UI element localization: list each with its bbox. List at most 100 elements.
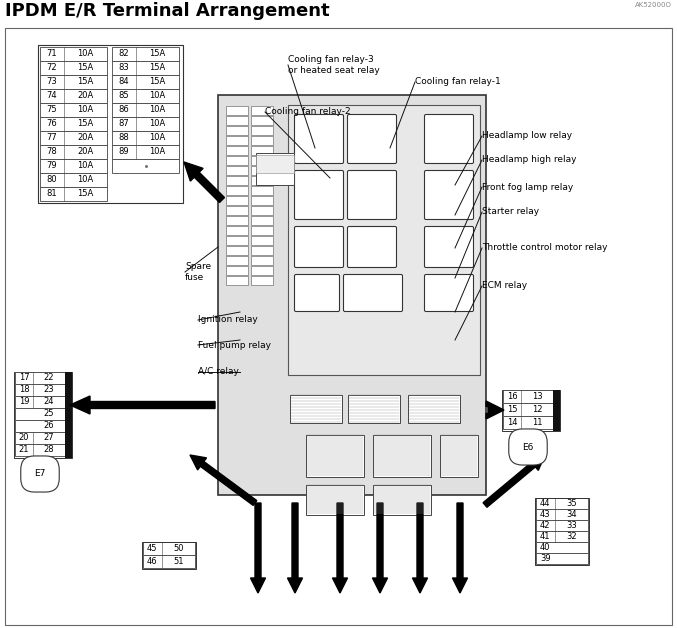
Bar <box>112 47 179 61</box>
Text: 40: 40 <box>540 543 550 552</box>
FancyArrow shape <box>190 455 257 506</box>
Bar <box>40 103 107 117</box>
Bar <box>290 395 342 423</box>
Bar <box>40 75 107 89</box>
Text: 15A: 15A <box>150 77 166 87</box>
Bar <box>15 420 65 432</box>
Bar <box>226 136 248 145</box>
Bar <box>226 256 248 265</box>
Text: 15A: 15A <box>77 77 93 87</box>
Text: 82: 82 <box>118 50 129 58</box>
Bar <box>306 485 364 515</box>
Bar <box>112 103 179 117</box>
FancyArrow shape <box>250 503 265 593</box>
FancyBboxPatch shape <box>424 170 473 220</box>
Text: 78: 78 <box>47 148 58 156</box>
FancyArrow shape <box>288 503 303 593</box>
Text: 14: 14 <box>507 418 517 427</box>
Bar <box>112 117 179 131</box>
Text: 15A: 15A <box>77 190 93 198</box>
Bar <box>143 555 195 568</box>
Bar <box>226 126 248 135</box>
Bar <box>226 196 248 205</box>
Bar <box>536 509 588 520</box>
Text: Spare
fuse: Spare fuse <box>185 263 211 282</box>
Bar <box>14 372 72 458</box>
Text: IPDM E/R Terminal Arrangement: IPDM E/R Terminal Arrangement <box>5 2 330 20</box>
Bar <box>503 416 553 429</box>
Text: 23: 23 <box>44 386 54 394</box>
Bar <box>226 176 248 185</box>
Text: 28: 28 <box>44 445 54 455</box>
Bar <box>348 395 400 423</box>
Bar <box>40 187 107 201</box>
Text: 72: 72 <box>47 63 58 72</box>
Bar <box>143 542 195 555</box>
FancyBboxPatch shape <box>343 274 403 311</box>
Bar <box>142 542 196 569</box>
Bar <box>536 520 588 531</box>
Text: 87: 87 <box>118 119 129 129</box>
Text: 15: 15 <box>507 405 517 414</box>
FancyArrow shape <box>332 503 347 593</box>
Bar <box>15 384 65 396</box>
Bar <box>112 61 179 75</box>
Text: 76: 76 <box>47 119 58 129</box>
Text: 27: 27 <box>44 433 54 443</box>
Bar <box>373 485 431 515</box>
Bar <box>251 136 273 145</box>
Bar <box>251 166 273 175</box>
Bar <box>251 156 273 165</box>
Bar <box>251 206 273 215</box>
Text: 24: 24 <box>44 398 54 406</box>
Bar <box>251 236 273 245</box>
Bar <box>218 95 486 495</box>
Bar <box>15 372 65 384</box>
Bar <box>112 145 179 159</box>
Text: 15A: 15A <box>77 119 93 129</box>
Bar <box>226 266 248 275</box>
Text: 10A: 10A <box>150 148 166 156</box>
Bar <box>553 390 560 431</box>
Text: 42: 42 <box>540 521 550 530</box>
Text: 10A: 10A <box>150 119 166 129</box>
Bar <box>112 89 179 103</box>
Text: 35: 35 <box>566 499 577 508</box>
Bar <box>288 105 480 375</box>
Bar <box>40 145 107 159</box>
Bar <box>536 498 588 509</box>
Bar <box>251 226 273 235</box>
Text: Headlamp low relay: Headlamp low relay <box>482 131 572 141</box>
Text: 15A: 15A <box>77 63 93 72</box>
Text: 10A: 10A <box>150 134 166 143</box>
Text: 25: 25 <box>44 409 54 418</box>
Text: 11: 11 <box>531 418 542 427</box>
Bar <box>226 186 248 195</box>
Bar <box>251 246 273 255</box>
Bar <box>226 146 248 155</box>
Bar <box>226 236 248 245</box>
FancyArrow shape <box>486 401 504 419</box>
Bar <box>226 166 248 175</box>
Bar <box>65 372 72 458</box>
Text: 10A: 10A <box>150 92 166 100</box>
Bar <box>251 216 273 225</box>
Text: E7: E7 <box>35 470 45 479</box>
Bar <box>40 61 107 75</box>
Text: 20A: 20A <box>77 134 93 143</box>
Bar <box>226 216 248 225</box>
FancyArrow shape <box>70 396 215 414</box>
Bar <box>503 403 553 416</box>
Text: 15A: 15A <box>150 50 166 58</box>
Text: 20: 20 <box>19 433 29 443</box>
Text: 16: 16 <box>506 392 517 401</box>
Text: Headlamp high relay: Headlamp high relay <box>482 156 577 165</box>
FancyBboxPatch shape <box>294 227 343 268</box>
Bar <box>251 146 273 155</box>
Text: 18: 18 <box>19 386 29 394</box>
Text: 84: 84 <box>118 77 129 87</box>
Bar <box>251 116 273 125</box>
FancyArrow shape <box>483 455 545 507</box>
FancyBboxPatch shape <box>424 227 473 268</box>
Bar <box>256 155 294 173</box>
